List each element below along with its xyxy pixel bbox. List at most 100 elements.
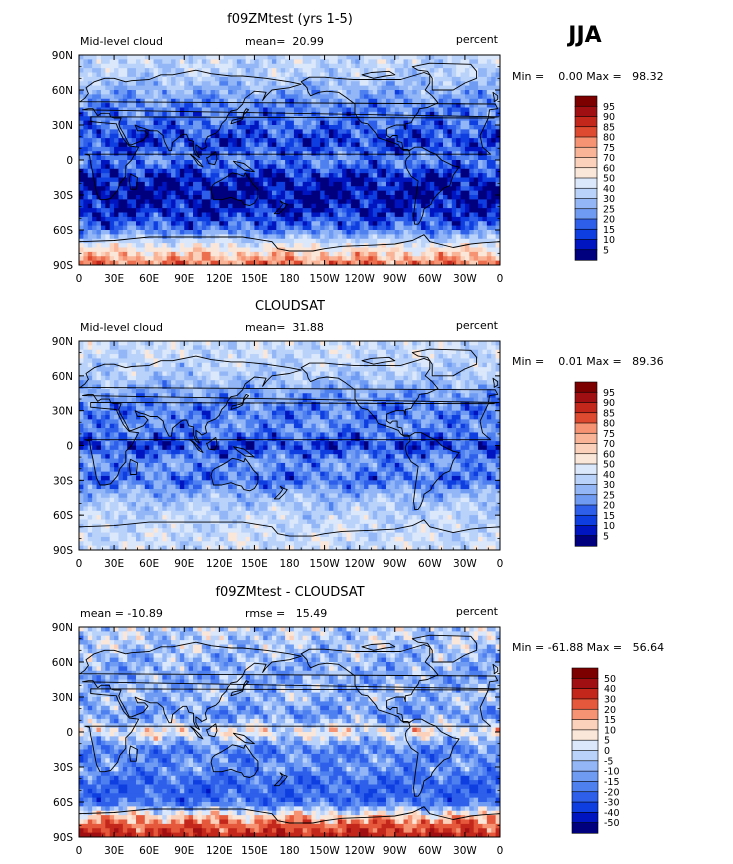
field-cell [254,155,269,161]
field-cell [175,72,185,78]
field-cell [153,354,163,360]
field-cell [79,401,84,407]
field-cell [342,388,348,394]
field-cell [346,393,352,399]
field-cell [412,406,418,412]
field-cell [131,423,137,429]
field-cell [456,238,470,244]
field-cell [412,260,418,265]
field-cell [219,111,225,117]
field-cell [100,81,106,87]
field-cell [276,415,286,420]
field-cell [359,142,365,148]
field-cell [289,103,295,109]
field-cell [407,212,413,218]
field-cell [114,401,120,407]
field-cell [197,138,203,144]
field-cell [315,341,321,346]
field-cell [87,133,93,139]
field-cell [359,81,370,87]
field-cell [280,419,286,425]
field-cell [447,195,453,200]
field-cell [228,103,238,109]
field-cell [328,367,339,373]
field-cell [486,94,492,100]
field-cell [105,441,111,447]
field-cell [87,168,93,174]
field-cell [394,432,400,438]
field-cell [385,168,391,174]
field-cell [289,406,295,412]
field-cell [451,177,470,183]
field-cell [368,90,374,95]
field-cell [464,164,470,170]
field-cell [210,349,220,355]
field-cell [289,177,295,183]
field-cell [153,406,159,412]
field-cell [271,230,277,235]
field-cell [478,68,488,74]
field-cell [241,428,247,434]
field-cell [442,345,462,351]
field-cell [162,375,177,381]
field-cell [245,251,251,257]
field-cell [100,68,106,74]
field-cell [157,138,163,144]
field-cell [175,155,185,161]
field-cell [311,406,317,412]
field-cell [434,72,444,78]
field-cell [293,375,304,381]
field-cell [486,142,497,148]
field-cell [285,125,295,130]
field-cell [412,173,418,179]
field-cell [302,103,308,109]
field-cell [228,432,234,438]
field-cell [495,63,500,69]
field-cell [438,341,444,346]
field-cell [179,81,185,87]
field-cell [456,142,462,148]
field-cell [131,230,137,235]
field-cell [390,125,400,130]
field-cell [241,354,247,360]
field-cell [114,208,137,214]
field-cell [328,415,334,420]
field-cell [87,428,98,434]
field-cell [144,384,150,390]
field-cell [442,349,457,355]
field-cell [307,90,313,95]
field-cell [232,354,238,360]
field-cell [258,164,264,170]
field-cell [219,384,229,390]
field-cell [157,151,163,157]
field-cell [403,129,409,135]
field-cell [307,125,317,130]
field-cell [333,146,343,152]
field-cell [355,59,361,65]
field-cell [223,415,229,420]
field-cell [377,349,387,355]
field-cell [96,216,102,222]
field-cell [320,234,326,240]
field-cell [219,120,229,126]
field-cell [92,98,98,104]
field-cell [385,401,396,407]
field-cell [79,111,84,117]
field-cell [157,362,163,368]
field-cell [100,155,106,161]
field-cell [157,142,163,148]
field-cell [210,164,216,170]
field-cell [447,72,453,78]
field-cell [184,81,190,87]
field-cell [250,401,256,407]
field-cell [254,98,260,104]
field-cell [210,243,220,249]
field-cell [337,221,343,227]
field-cell [438,151,444,157]
field-cell [350,428,356,434]
field-cell [228,164,234,170]
field-cell [219,256,225,262]
field-cell [96,419,102,425]
field-cell [364,146,370,152]
field-cell [307,85,313,91]
